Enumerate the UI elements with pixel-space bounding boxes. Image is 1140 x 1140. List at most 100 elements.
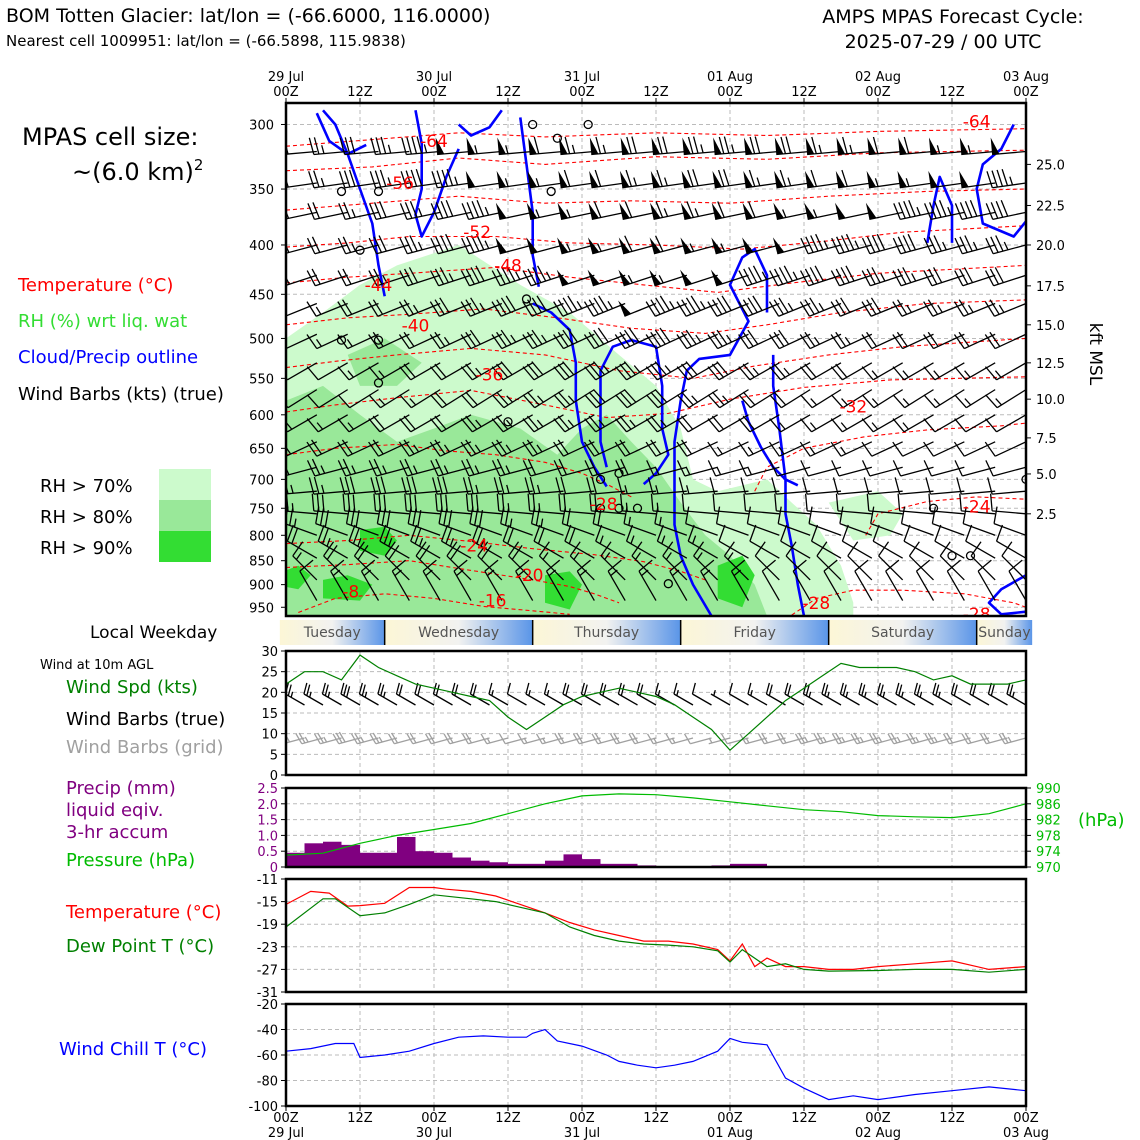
wind-barb	[368, 439, 410, 457]
barb-staff	[313, 490, 348, 495]
barb-staff	[626, 362, 657, 381]
bottom-date-label: 02 Aug	[855, 1126, 901, 1140]
barb-full	[700, 559, 715, 572]
wind-barb	[984, 299, 1026, 317]
barb-full	[716, 329, 728, 345]
wind-barb	[561, 506, 595, 536]
barb-full	[987, 477, 993, 495]
barb-flag	[772, 237, 785, 254]
pressure-tick-label: 800	[249, 529, 274, 544]
wind-barb	[522, 439, 564, 457]
barb-staff	[594, 333, 626, 350]
barb-staff	[837, 510, 872, 515]
precip-bar	[730, 863, 749, 867]
barb-full	[740, 477, 747, 495]
panel-ytick-label: -100	[248, 1100, 278, 1115]
barb-staff	[316, 441, 348, 457]
wind-barb	[556, 269, 595, 287]
precip-bar	[286, 852, 305, 867]
barb-full	[583, 301, 595, 317]
wind-barb	[908, 541, 934, 581]
barb-full	[902, 235, 912, 252]
wind-barb	[805, 136, 842, 156]
barb-staff	[638, 570, 657, 601]
barb-half	[479, 302, 486, 311]
barb-half	[813, 336, 820, 345]
pressure-ytick-label: 970	[1036, 861, 1061, 876]
barb-half	[579, 569, 587, 577]
barb-full	[923, 301, 934, 317]
barb-half	[658, 275, 664, 284]
barb-full	[564, 136, 571, 154]
barb-half	[733, 569, 742, 577]
wind-barb	[774, 136, 811, 156]
barb-full	[322, 527, 330, 544]
barb-full	[645, 418, 658, 433]
barb-staff	[809, 302, 842, 317]
barb-full	[403, 363, 416, 378]
barb-full	[892, 366, 905, 381]
barb-half	[602, 144, 607, 154]
calm-circle	[373, 186, 384, 197]
chart-title: BOM Totten Glacier: lat/lon = (-66.6000,…	[6, 5, 490, 27]
barb-staff	[396, 693, 416, 706]
barb-full	[742, 415, 755, 430]
barb-full	[711, 331, 723, 347]
barb-staff	[934, 362, 965, 381]
barb-half	[627, 275, 633, 284]
barb-full	[830, 334, 842, 349]
barb-half	[255, 146, 257, 154]
barb-staff	[988, 693, 1008, 706]
pressure-tick-label: 300	[249, 118, 274, 133]
wind-barb	[662, 541, 688, 581]
barb-full	[707, 366, 720, 381]
barb-full	[748, 267, 758, 283]
barb-staff	[803, 693, 823, 706]
barb-half	[859, 736, 864, 743]
barb-full	[707, 394, 721, 409]
barb-full	[953, 334, 965, 349]
barb-full	[337, 418, 350, 433]
barb-full	[357, 544, 369, 560]
barb-staff	[545, 570, 565, 601]
wind-barb	[368, 414, 410, 433]
wind-barb	[522, 329, 564, 350]
barb-full	[588, 415, 601, 430]
barb-half	[360, 736, 365, 743]
precip-bar	[600, 863, 619, 867]
barb-flag	[497, 137, 506, 155]
barb-half	[382, 465, 387, 474]
barb-staff	[747, 302, 780, 317]
barb-staff	[618, 693, 638, 706]
barb-full	[533, 524, 541, 542]
barb-full	[434, 331, 446, 347]
precip-bar	[545, 860, 564, 867]
barb-staff	[576, 570, 595, 601]
wind-barb	[742, 237, 780, 255]
precip-bar	[563, 854, 582, 867]
barb-staff	[776, 490, 811, 495]
wind-barb	[792, 559, 811, 601]
barb-staff	[653, 244, 688, 255]
barb-full	[321, 682, 326, 695]
barb-full	[434, 415, 447, 430]
barb-staff	[868, 490, 903, 495]
height-tick-label: 17.5	[1036, 280, 1065, 295]
wind-barb	[743, 493, 780, 515]
barb-staff	[564, 540, 595, 559]
barb-staff	[776, 510, 811, 515]
precip-yaxis: 00.51.01.52.02.5	[257, 782, 286, 876]
barb-half	[286, 276, 290, 285]
wind-barb	[583, 327, 626, 350]
barb-staff	[607, 570, 626, 601]
wind-barb	[830, 297, 873, 317]
barb-staff	[811, 414, 842, 433]
barb-full	[484, 559, 499, 572]
wind-barb	[399, 362, 441, 381]
wind-barb	[985, 460, 1026, 477]
barb-full	[752, 295, 763, 311]
barb-full	[903, 524, 911, 542]
cloud-outline-segment	[975, 123, 1026, 238]
barb-full	[687, 136, 694, 154]
barb-full	[716, 297, 727, 313]
